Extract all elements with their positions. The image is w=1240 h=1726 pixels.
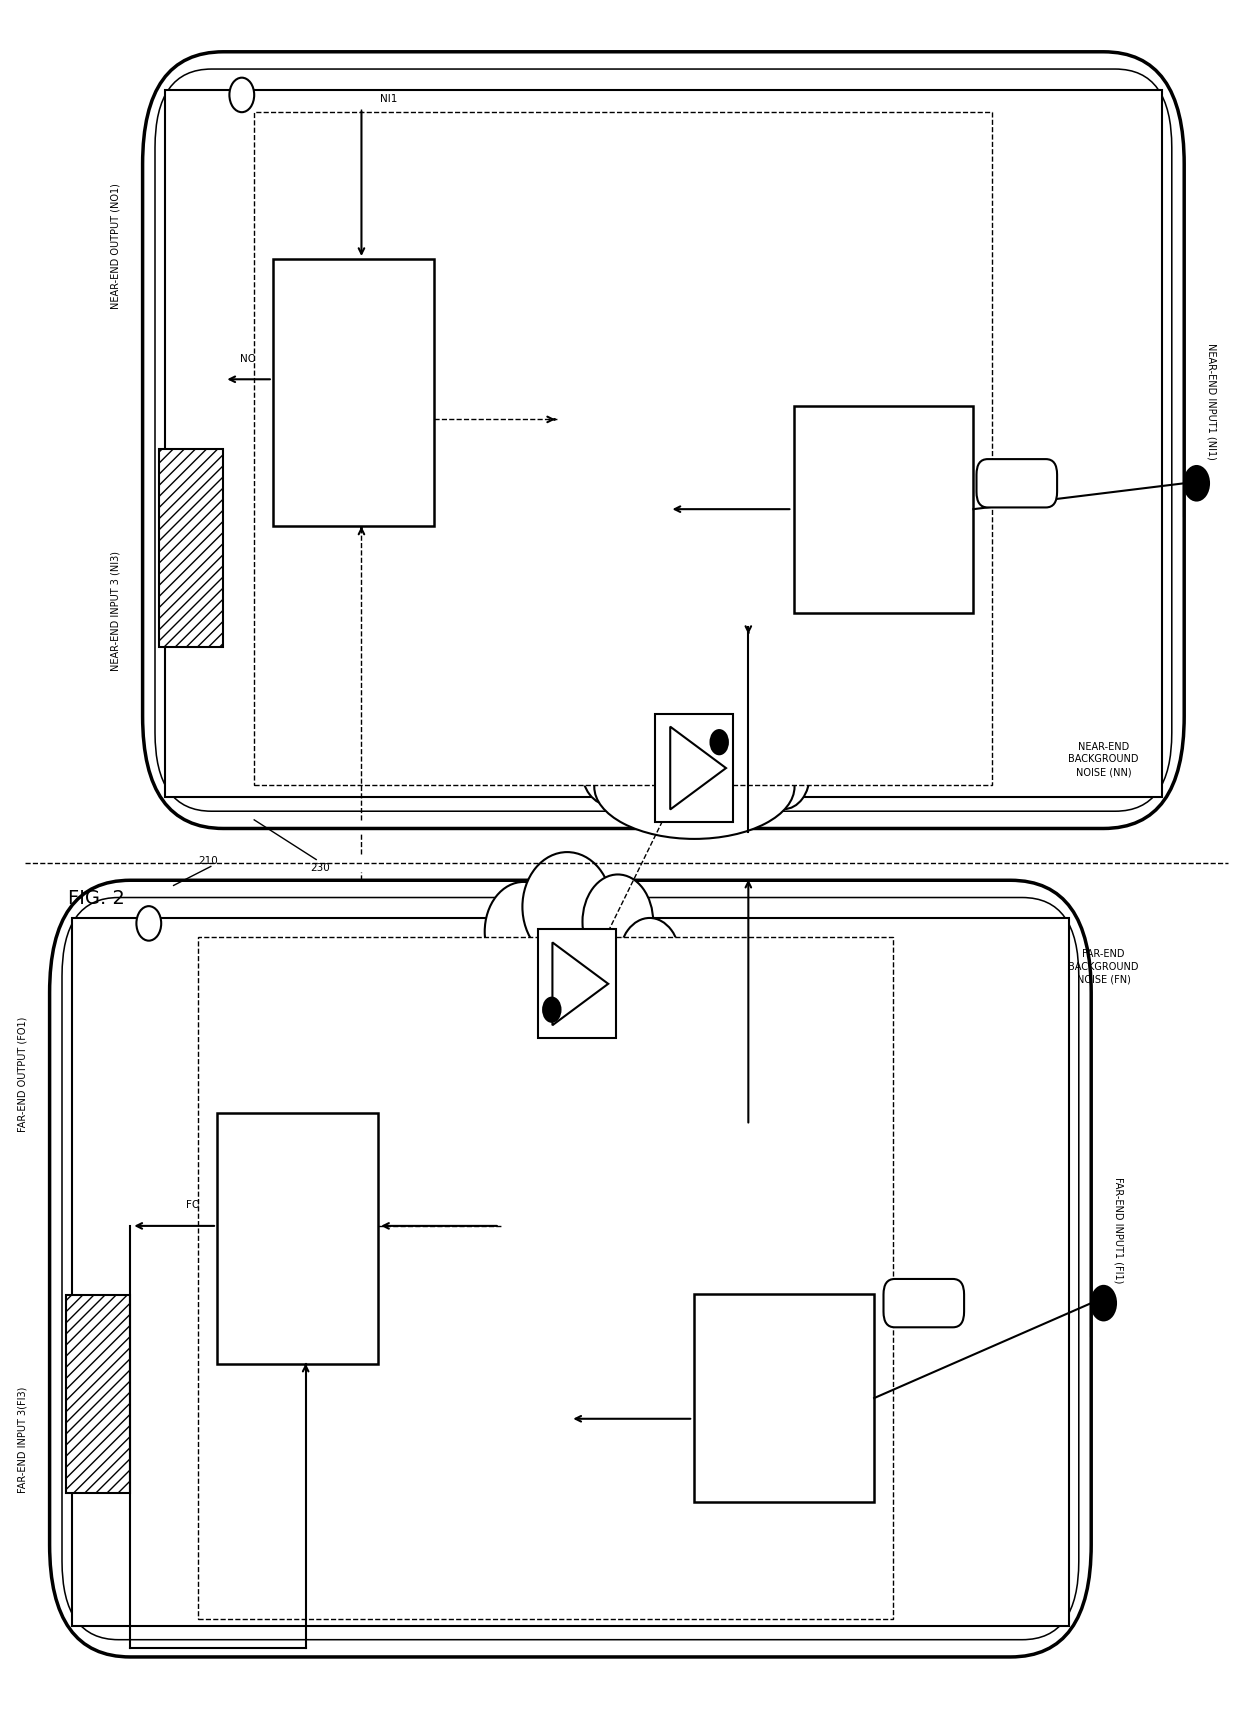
Circle shape: [1184, 466, 1209, 501]
Text: NI1: NI1: [379, 93, 398, 104]
Text: NEAR-END
OUTPUT (NO): NEAR-END OUTPUT (NO): [582, 399, 646, 423]
Bar: [66, 1294, 130, 1493]
Text: NEAR-END INPUT1 (NI1): NEAR-END INPUT1 (NI1): [1207, 343, 1216, 459]
Text: FI: FI: [646, 1389, 656, 1400]
Text: NI3: NI3: [377, 542, 394, 552]
Bar: [694, 1294, 874, 1502]
FancyBboxPatch shape: [155, 69, 1172, 811]
Text: NO1: NO1: [241, 354, 263, 364]
Bar: [538, 929, 615, 1039]
Text: FAR-END
OUTPUT (FI): FAR-END OUTPUT (FI): [481, 1398, 541, 1422]
Ellipse shape: [619, 918, 681, 999]
Text: FAR-END INPUT1 (FI1): FAR-END INPUT1 (FI1): [1114, 1177, 1123, 1282]
Text: FO: FO: [396, 1196, 410, 1206]
Circle shape: [711, 730, 728, 754]
Text: 210: 210: [198, 856, 218, 866]
Ellipse shape: [737, 702, 799, 784]
Text: NEAR-END INPUT 3 (NI3): NEAR-END INPUT 3 (NI3): [110, 551, 120, 671]
Ellipse shape: [522, 853, 613, 961]
Text: FI3: FI3: [320, 1379, 336, 1389]
Text: FAR-END
OUTPUT (FO): FAR-END OUTPUT (FO): [529, 1189, 594, 1212]
Bar: [165, 90, 1162, 797]
Ellipse shape: [582, 730, 637, 806]
Text: NI: NI: [745, 480, 755, 490]
Text: NO: NO: [451, 390, 466, 400]
Text: GENERATE FO1 BY
USING FO, FI1 AND FI3: GENERATE FO1 BY USING FO, FI1 AND FI3: [247, 1229, 348, 1248]
Ellipse shape: [583, 875, 653, 968]
Text: FAR-END
BACKGROUND
NOISE (FN): FAR-END BACKGROUND NOISE (FN): [1069, 949, 1138, 984]
Ellipse shape: [603, 666, 681, 766]
Bar: [159, 449, 223, 647]
Text: 230: 230: [310, 863, 330, 873]
Circle shape: [229, 78, 254, 112]
Circle shape: [136, 906, 161, 941]
FancyBboxPatch shape: [62, 898, 1079, 1640]
FancyBboxPatch shape: [143, 52, 1184, 828]
Ellipse shape: [758, 739, 810, 809]
Ellipse shape: [701, 659, 771, 753]
Ellipse shape: [640, 637, 729, 746]
Text: GENERATE CODEC ENCODING
INPUT BY USING FI2 AND FI3: GENERATE CODEC ENCODING INPUT BY USING F…: [718, 1388, 851, 1408]
Bar: [217, 1113, 378, 1364]
Bar: [72, 918, 1069, 1626]
Ellipse shape: [640, 954, 692, 1025]
Text: FIG. 2: FIG. 2: [68, 889, 125, 908]
Ellipse shape: [476, 951, 677, 1055]
Text: NEAR-END
BACKGROUND
NOISE (NN): NEAR-END BACKGROUND NOISE (NN): [1069, 742, 1138, 777]
Ellipse shape: [485, 882, 563, 982]
Text: GENERATE NO1 BY
USING VOICE NO AND
NOISE NI1 AND NI3: GENERATE NO1 BY USING VOICE NO AND NOISE…: [304, 376, 403, 409]
Bar: [273, 259, 434, 526]
Text: FO1: FO1: [186, 1200, 207, 1210]
Circle shape: [1091, 1286, 1116, 1320]
FancyBboxPatch shape: [883, 1279, 965, 1327]
Text: GENERATE CODEC ENCODING
INPUT BY USING NI2 AND NI3: GENERATE CODEC ENCODING INPUT BY USING N…: [817, 499, 950, 520]
Text: NEAR-END OUTPUT (NO1): NEAR-END OUTPUT (NO1): [110, 183, 120, 309]
Circle shape: [543, 998, 560, 1022]
Text: FAR-END OUTPUT (FO1): FAR-END OUTPUT (FO1): [17, 1017, 27, 1132]
FancyBboxPatch shape: [50, 880, 1091, 1657]
Bar: [656, 715, 734, 822]
Text: FAR-END INPUT 3(FI3): FAR-END INPUT 3(FI3): [17, 1386, 27, 1493]
Ellipse shape: [594, 735, 795, 839]
FancyBboxPatch shape: [977, 459, 1058, 507]
Bar: [254, 112, 992, 785]
Bar: [198, 937, 893, 1619]
Text: NEAR-END
INPUT (NI): NEAR-END INPUT (NI): [584, 488, 636, 513]
Ellipse shape: [464, 946, 520, 1022]
Bar: [794, 406, 973, 613]
